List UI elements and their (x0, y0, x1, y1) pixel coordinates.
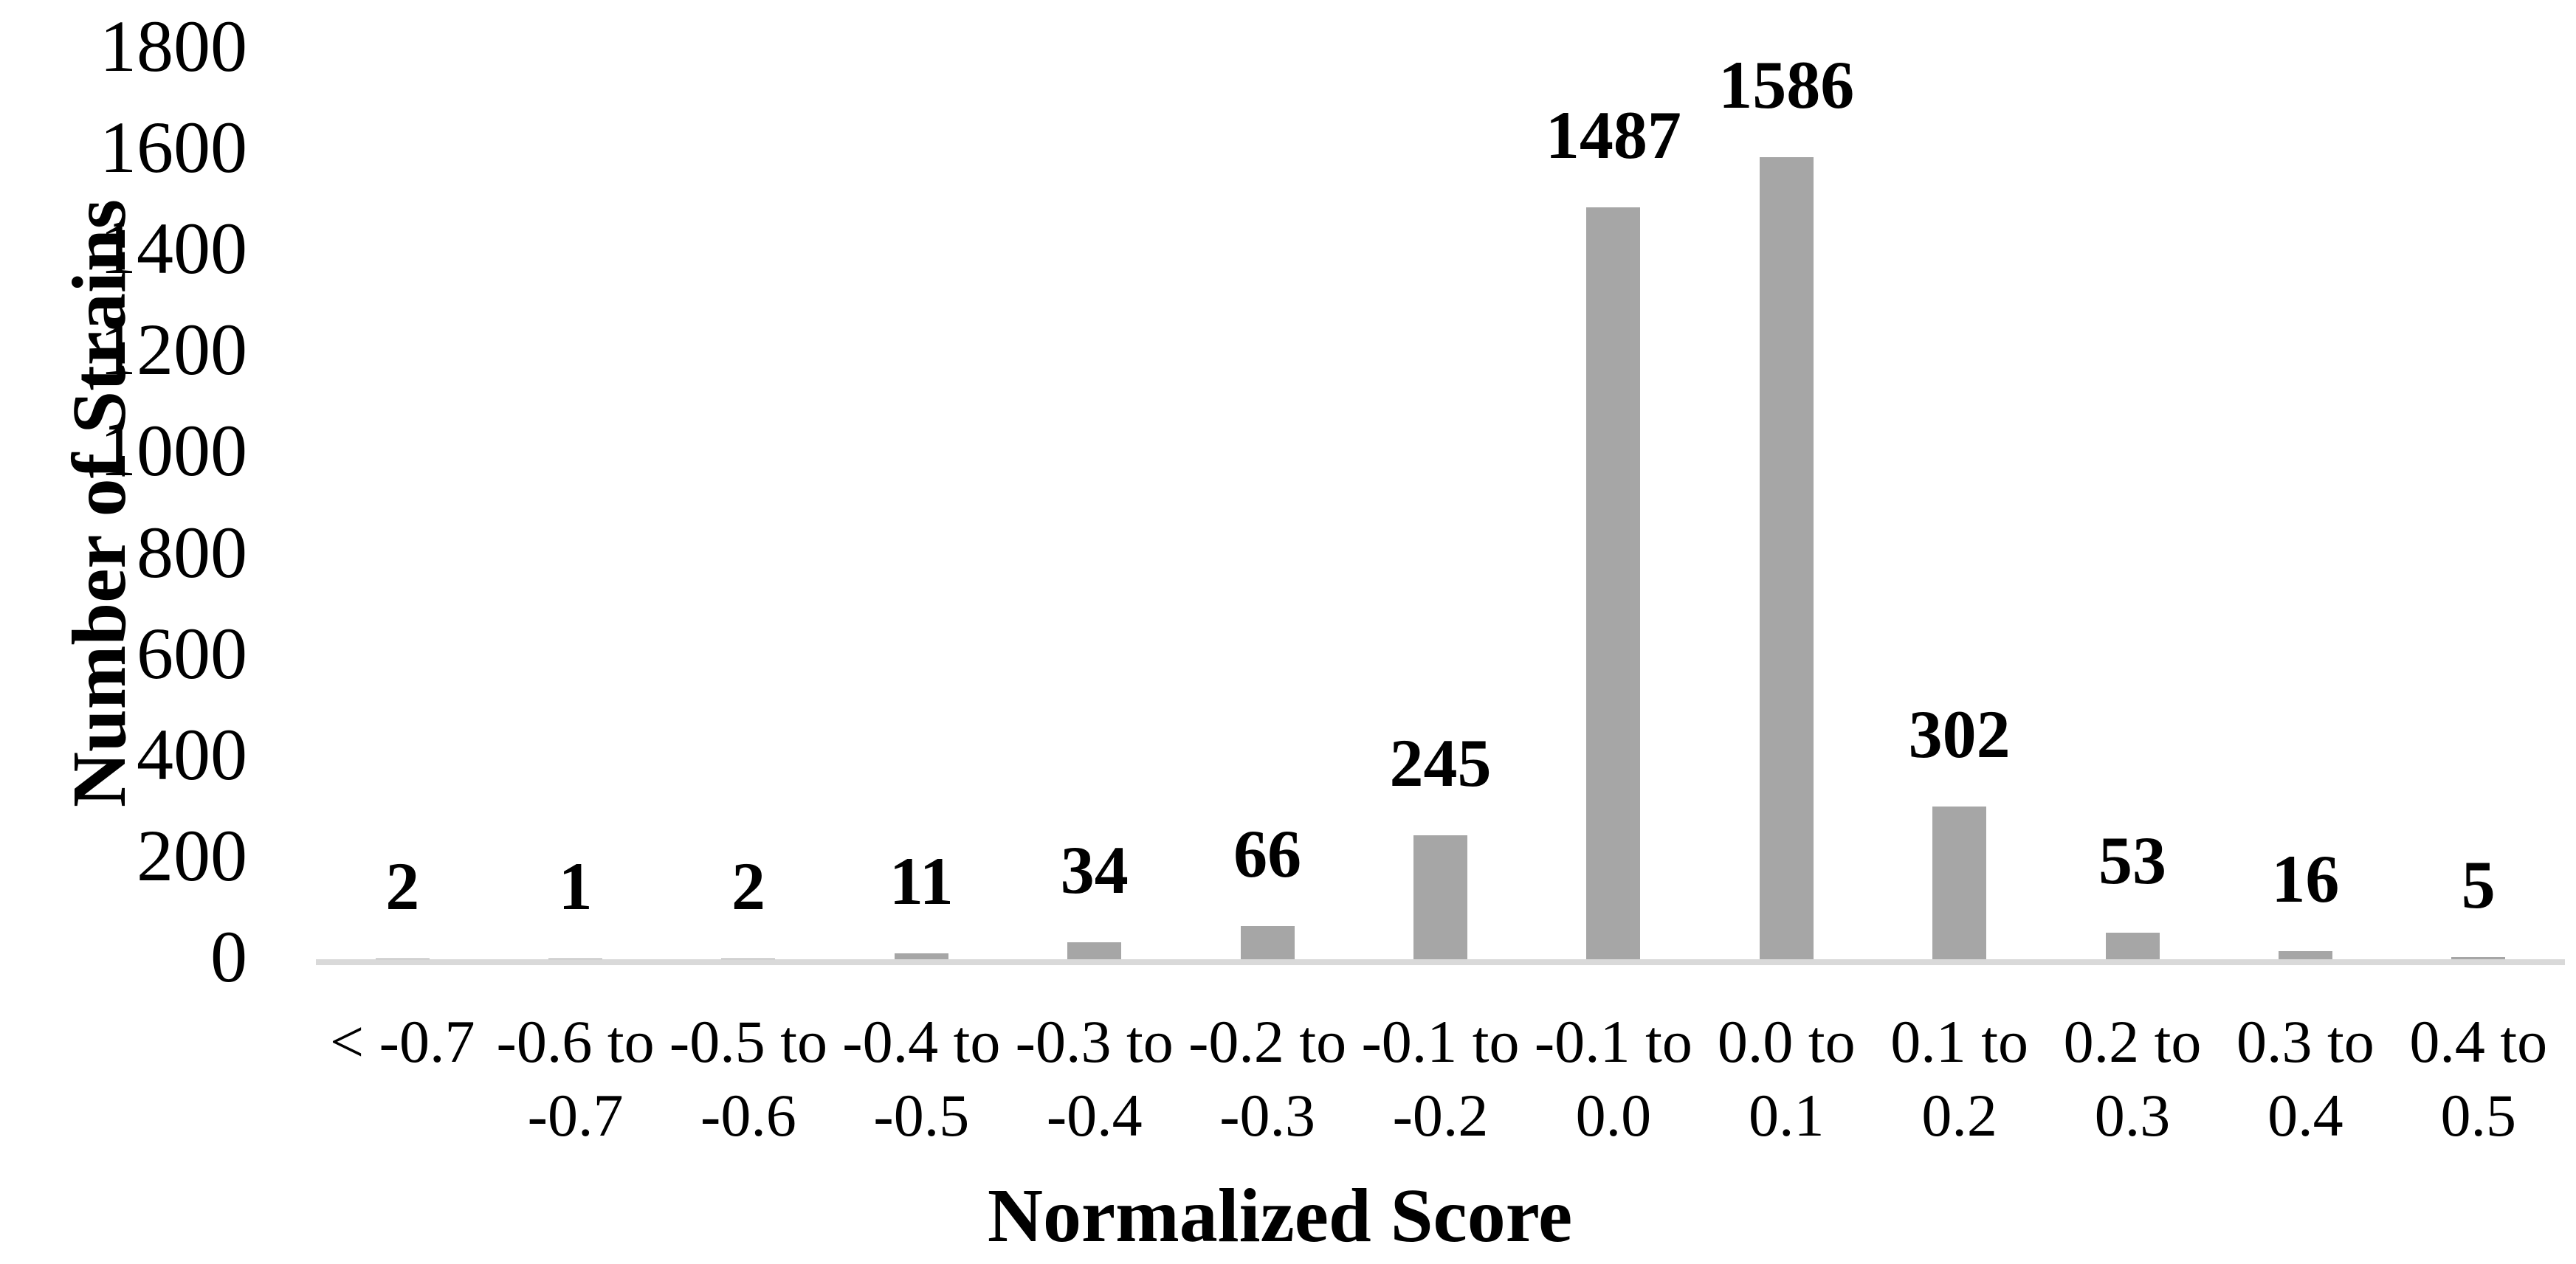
x-tick-label-line: -0.6 (700, 1082, 796, 1149)
y-tick-label: 1400 (100, 207, 247, 290)
x-tick-label-line: 0.3 (2094, 1082, 2171, 1149)
x-tick-label-line: 0.4 to (2409, 1008, 2548, 1075)
bar-value-label: 302 (1908, 697, 2011, 772)
y-tick-label: 1600 (100, 106, 247, 189)
x-tick-label-line: 0.4 (2267, 1082, 2343, 1149)
y-tick-label: 800 (137, 511, 247, 593)
x-tick-label-line: -0.2 to (1188, 1008, 1347, 1075)
x-tick-label: 0.2 to 0.3 (2046, 1005, 2219, 1160)
x-tick-label-line: 0.2 to (2063, 1008, 2202, 1075)
bar-value-label: 1487 (1545, 97, 1681, 173)
bar-value-label: 34 (1060, 832, 1129, 908)
bar-value-label: 2 (385, 849, 420, 924)
x-tick-label-line: 0.1 (1749, 1082, 1825, 1149)
bar (1932, 807, 1987, 959)
x-tick-label-line: -0.3 to (1015, 1008, 1174, 1075)
bar-value-label: 66 (1233, 816, 1302, 891)
bar (1240, 926, 1295, 959)
y-tick-label: 600 (137, 612, 247, 694)
x-tick-label-line: -0.2 (1392, 1082, 1489, 1149)
x-axis-title: Normalized Score (987, 1173, 1573, 1258)
y-tick-label: 1000 (100, 410, 247, 492)
y-tick-label: 0 (210, 916, 247, 998)
bar-value-label: 245 (1389, 725, 1492, 801)
x-tick-label: 0.4 to 0.5 (2392, 1005, 2565, 1160)
y-tick-label: 1200 (100, 308, 247, 391)
x-tick-label-line: 0.5 (2440, 1082, 2517, 1149)
x-tick-label-line: 0.0 (1575, 1082, 1652, 1149)
x-tick-label: 0.3 to 0.4 (2219, 1005, 2391, 1160)
bar (2105, 933, 2160, 959)
bar (1067, 942, 1122, 959)
bar-value-label: 11 (889, 843, 954, 919)
bar (894, 953, 948, 959)
bar (1586, 207, 1641, 959)
x-tick-label-line (316, 1079, 489, 1153)
x-tick-label: -0.3 to -0.4 (1008, 1005, 1181, 1160)
bar-value-label: 5 (2461, 847, 2496, 922)
x-tick-label-line: < -0.7 (329, 1008, 475, 1075)
x-tick-label: -0.6 to -0.7 (489, 1005, 661, 1160)
bar-value-label: 2 (731, 849, 765, 924)
bar (1413, 835, 1467, 959)
x-tick-label-line: -0.5 to (669, 1008, 827, 1075)
x-tick-label: -0.4 to -0.5 (835, 1005, 1008, 1160)
x-tick-label-line: 0.0 to (1717, 1008, 1856, 1075)
x-tick-label-line: -0.7 (527, 1082, 624, 1149)
x-tick-label-line: -0.6 to (496, 1008, 655, 1075)
y-tick-label: 1800 (100, 5, 247, 87)
x-tick-label: -0.1 to -0.2 (1354, 1005, 1526, 1160)
bar (2451, 957, 2506, 959)
x-tick-label: -0.5 to -0.6 (662, 1005, 835, 1160)
x-tick-label-line: -0.4 to (842, 1008, 1001, 1075)
x-tick-label: 0.0 to 0.1 (1700, 1005, 1873, 1160)
bar-value-label: 1 (558, 849, 593, 924)
x-tick-label-line: 0.2 (1921, 1082, 1997, 1149)
x-tick-label-line: -0.1 to (1534, 1008, 1692, 1075)
x-tick-label-line: -0.3 (1219, 1082, 1316, 1149)
x-axis-line (316, 959, 2565, 965)
y-tick-label: 200 (137, 814, 247, 897)
x-tick-label-line: -0.5 (873, 1082, 970, 1149)
bar (2278, 951, 2332, 959)
bar (1759, 157, 1814, 959)
x-tick-label: -0.1 to 0.0 (1527, 1005, 1700, 1160)
x-tick-label-line: -0.1 to (1361, 1008, 1520, 1075)
y-tick-label: 400 (137, 713, 247, 795)
x-tick-label-line: 0.3 to (2236, 1008, 2374, 1075)
x-tick-label: -0.2 to -0.3 (1181, 1005, 1354, 1160)
x-tick-label: < -0.7 (316, 1005, 489, 1160)
bar-value-label: 16 (2271, 841, 2340, 916)
bar-value-label: 1586 (1718, 47, 1855, 122)
x-tick-label-line: -0.4 (1046, 1082, 1143, 1149)
x-tick-label: 0.1 to 0.2 (1873, 1005, 2045, 1160)
bar-value-label: 53 (2098, 823, 2167, 898)
x-tick-label-line: 0.1 to (1890, 1008, 2029, 1075)
